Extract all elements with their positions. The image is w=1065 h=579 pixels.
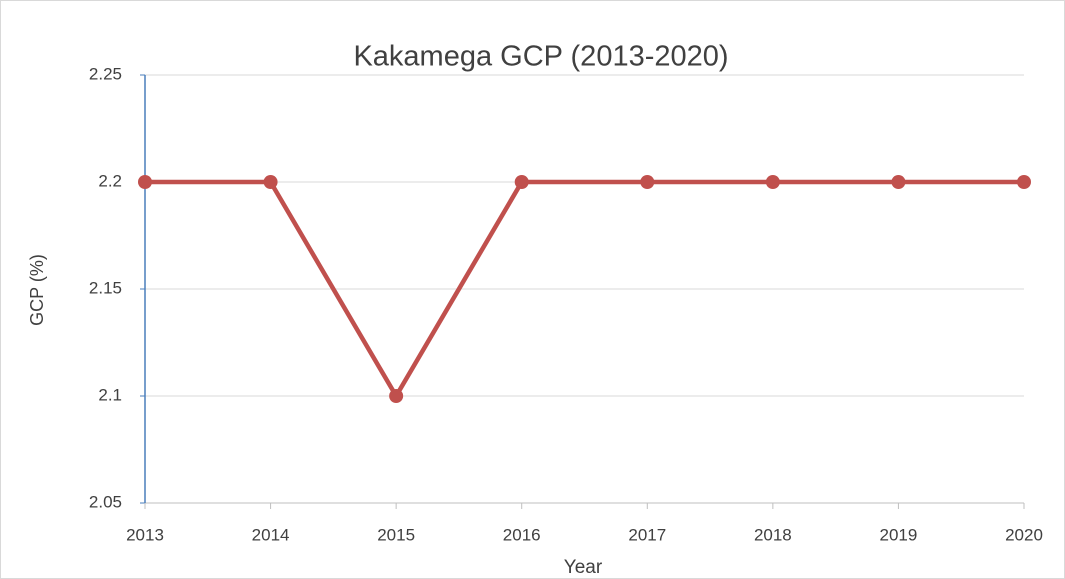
marker — [389, 389, 404, 403]
x-tick-label: 2016 — [503, 525, 541, 544]
x-tick-label: 2020 — [1005, 525, 1043, 544]
y-tick-label: 2.15 — [89, 278, 122, 297]
y-tick-label: 2.25 — [89, 64, 122, 83]
chart-title: Kakamega GCP (2013-2020) — [353, 41, 728, 73]
marker — [891, 175, 906, 189]
x-tick-label: 2018 — [754, 525, 792, 544]
y-tick-label: 2.2 — [98, 171, 122, 190]
x-tick-label: 2015 — [377, 525, 415, 544]
y-tick-label: 2.1 — [98, 385, 122, 404]
marker — [514, 175, 529, 189]
x-tick-label: 2014 — [252, 525, 290, 544]
marker — [640, 175, 655, 189]
x-tick-label: 2013 — [126, 525, 164, 544]
marker — [765, 175, 780, 189]
x-axis-label: Year — [564, 557, 603, 578]
x-tick-label: 2017 — [628, 525, 666, 544]
series-line — [145, 179, 1024, 399]
marker — [263, 175, 278, 189]
y-tick-label: 2.05 — [89, 492, 122, 511]
marker — [138, 175, 152, 189]
y-axis-label: GCP (%) — [27, 254, 47, 326]
x-tick-label: 2019 — [880, 525, 918, 544]
marker — [1017, 175, 1031, 189]
